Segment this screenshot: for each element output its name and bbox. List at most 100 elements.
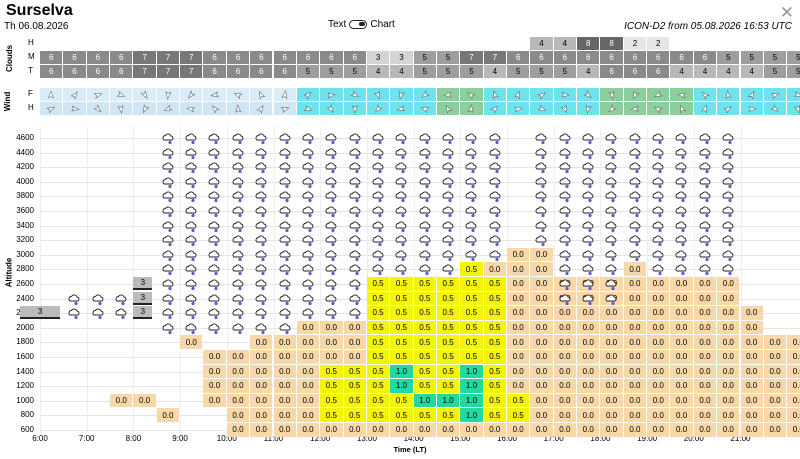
y-tick-label: 1400 [16, 366, 34, 376]
cloud-cell [787, 37, 800, 50]
y-tick-label: 1200 [16, 381, 34, 391]
thermal-cell: 0.0 [647, 291, 670, 306]
cloud-rain-icon [674, 147, 689, 159]
cloud-rain-icon [278, 322, 293, 334]
cloud-cell: 5 [436, 65, 460, 78]
cloud-rain-icon [581, 147, 596, 159]
thermal-cell: 0.0 [647, 393, 670, 408]
cloud-rain-icon [91, 293, 106, 305]
thermal-cell: 0.0 [787, 379, 800, 393]
text-chart-toggle[interactable]: Text Chart [328, 19, 395, 30]
thermal-cell: 0.0 [647, 423, 670, 437]
cloud-rain-icon [604, 176, 619, 188]
thermal-cell: 0.5 [483, 335, 506, 349]
thermal-cell: 0.0 [320, 350, 343, 364]
thermal-cell: 0.5 [390, 335, 413, 349]
thermal-cell: 0.0 [600, 306, 623, 320]
wind-cell [577, 102, 600, 115]
toggle-switch-icon[interactable] [349, 20, 368, 29]
thermal-cell: 0.0 [717, 320, 740, 335]
cloud-cell: 7 [133, 51, 156, 64]
y-tick-label: 600 [20, 425, 34, 434]
cloud-base-marker: 3 [133, 277, 153, 290]
cloud-rain-icon [604, 161, 619, 174]
cloud-rain-icon [231, 263, 246, 276]
cloud-rain-icon [721, 132, 736, 145]
cloud-rain-icon [558, 293, 573, 305]
wind-cell [250, 102, 273, 115]
cloud-rain-icon [324, 190, 339, 203]
thermal-cell: 0.0 [507, 379, 530, 393]
y-tick-label: 800 [20, 410, 34, 420]
thermal-cell: 0.0 [577, 423, 600, 437]
wind-arrow-icon [443, 91, 452, 98]
thermal-cell: 0.0 [623, 393, 647, 408]
thermal-cell: 0.5 [366, 277, 390, 291]
cloud-rain-icon [558, 176, 573, 188]
cloud-rain-icon [558, 234, 573, 247]
cloud-rain-icon [114, 293, 129, 305]
thermal-cell: 0.0 [507, 247, 530, 262]
wind-cell [110, 88, 133, 101]
y-tick-label: 3000 [16, 249, 34, 259]
thermal-cell: 0.0 [483, 262, 506, 276]
thermal-cell: 0.5 [460, 335, 483, 349]
cloud-rain-icon [348, 132, 363, 145]
cloud-rain-icon [348, 147, 363, 159]
wind-arrow-icon [69, 90, 78, 100]
thermal-cell: 0.5 [413, 277, 436, 291]
cloud-rain-icon [301, 205, 316, 218]
x-axis-title: Time (LT) [393, 445, 427, 454]
thermal-cell: 0.0 [763, 335, 787, 349]
wind-arrow-icon [445, 104, 453, 114]
cloud-cell: 5 [436, 51, 460, 64]
wind-cell [460, 88, 483, 101]
cloud-rain-icon [418, 176, 433, 188]
cloud-cell: 7 [180, 65, 203, 78]
cloud-rain-icon [651, 205, 666, 218]
cloud-rain-icon [231, 132, 246, 145]
cloud-rain-icon [231, 307, 246, 320]
x-tick-label: 6:00 [32, 434, 48, 443]
cloud-rain-icon [464, 234, 479, 247]
thermal-cell: 0.0 [787, 393, 800, 408]
wind-cell [623, 88, 647, 101]
cloud-rain-icon [394, 249, 409, 261]
thermal-cell: 0.0 [740, 350, 763, 364]
cloud-rain-icon [488, 161, 503, 174]
cloud-rain-icon [231, 234, 246, 247]
cloud-rain-icon [651, 234, 666, 247]
thermal-cell: 0.5 [390, 291, 413, 306]
thermal-cell: 0.0 [577, 306, 600, 320]
thermal-cell: 0.0 [530, 262, 553, 276]
cloud-cell [180, 37, 202, 50]
thermal-cell: 0.0 [740, 423, 763, 437]
cloud-rain-icon [604, 205, 619, 218]
cloud-rain-icon [207, 132, 222, 145]
close-icon[interactable]: ✕ [779, 3, 794, 22]
cloud-rain-icon [418, 249, 433, 261]
thermal-cell: 0.0 [577, 393, 600, 408]
thermal-cell: 0.0 [273, 408, 296, 422]
cloud-rain-icon [418, 147, 433, 159]
thermal-cell: 0.5 [413, 306, 436, 320]
thermal-cell: 0.0 [530, 277, 553, 291]
clouds-section-label: Clouds [5, 44, 15, 73]
cloud-rain-icon [441, 176, 456, 188]
cloud-cell [40, 37, 62, 50]
cloud-rain-icon [558, 263, 573, 276]
thermal-cell: 0.0 [670, 320, 693, 335]
cloud-cell: 6 [40, 65, 63, 78]
cloud-rain-icon [371, 176, 386, 188]
cloud-cell [250, 37, 272, 50]
thermal-cell: 0.5 [483, 364, 506, 379]
wind-cell [787, 102, 800, 115]
thermal-cell: 0.0 [343, 350, 366, 364]
cloud-rain-icon [324, 293, 339, 305]
thermal-cell: 0.0 [647, 320, 670, 335]
cloud-cell [274, 37, 296, 50]
thermal-cell: 0.5 [366, 350, 390, 364]
cloud-rain-icon [674, 176, 689, 188]
cloud-rain-icon [278, 278, 293, 291]
cloud-rain-icon [418, 190, 433, 203]
